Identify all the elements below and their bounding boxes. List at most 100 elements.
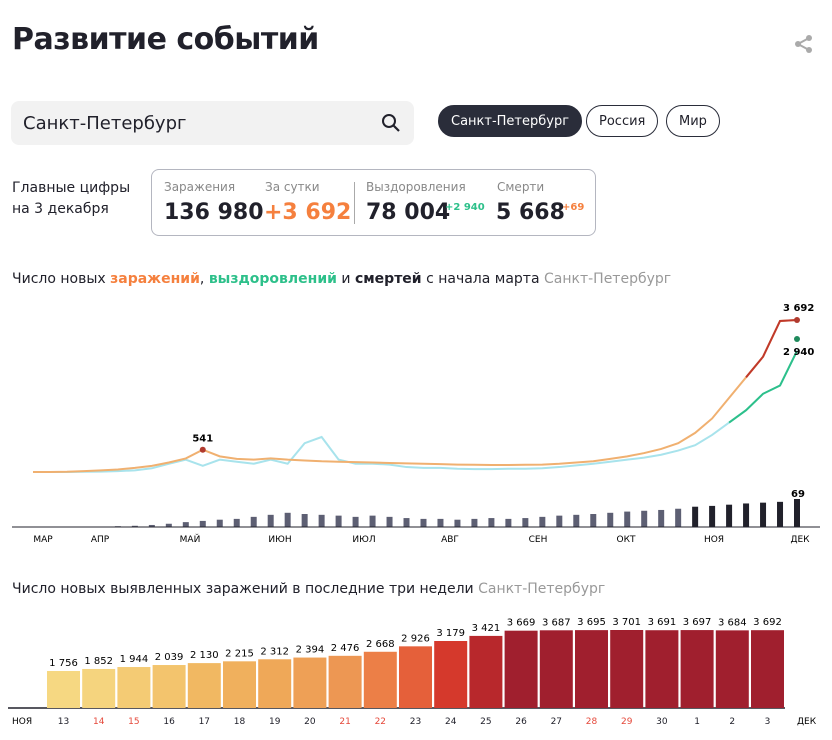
t6: с начала марта xyxy=(421,271,540,287)
bar-value-label: 2 130 xyxy=(190,650,219,661)
region-pill-world[interactable]: Мир xyxy=(666,105,720,137)
x-tick: МАЙ xyxy=(180,533,201,545)
death-bar xyxy=(199,520,206,527)
x-tick: 28 xyxy=(586,717,598,727)
bar xyxy=(328,655,362,708)
x-tick: 24 xyxy=(445,717,457,727)
stats-card: Заражения 136 980 За сутки +3 692 Выздор… xyxy=(151,169,596,236)
death-bar xyxy=(607,512,614,527)
bar xyxy=(610,630,644,708)
search-icon[interactable] xyxy=(381,113,401,133)
deaths-end-label: 69 xyxy=(791,489,805,500)
death-bar xyxy=(522,518,529,527)
label-line2: на 3 декабря xyxy=(12,201,109,217)
death-bar xyxy=(284,512,291,527)
death-bar xyxy=(131,525,138,527)
death-bar xyxy=(539,516,546,527)
x-tick: ИЮЛ xyxy=(352,535,375,545)
deaths-delta: +69 xyxy=(562,202,585,213)
death-bar xyxy=(182,522,189,527)
start-month-label: НОЯ xyxy=(12,717,32,727)
bar xyxy=(575,630,608,708)
death-bar xyxy=(658,509,665,527)
x-tick: 23 xyxy=(410,717,421,727)
bar-value-label: 3 669 xyxy=(507,618,536,629)
recoveries-recent-line xyxy=(728,350,798,424)
death-bar xyxy=(420,518,427,527)
bar-value-label: 3 697 xyxy=(683,617,712,628)
t0: Число новых xyxy=(12,271,111,287)
recoveries-label: Выздоровления xyxy=(366,180,466,194)
death-bar xyxy=(352,516,359,527)
death-bar xyxy=(726,504,733,527)
x-tick: 26 xyxy=(515,717,527,727)
bar xyxy=(223,661,256,708)
death-bar xyxy=(641,510,648,527)
bar-value-label: 3 684 xyxy=(718,617,747,628)
infections-value: 136 980 xyxy=(164,200,264,225)
recoveries-end-marker xyxy=(794,335,800,342)
search-input[interactable]: Санкт-Петербург xyxy=(11,101,414,145)
infections-recent-line xyxy=(745,319,798,378)
death-bar xyxy=(573,514,580,527)
death-bar xyxy=(505,518,512,527)
x-tick: 18 xyxy=(234,717,246,727)
death-bar xyxy=(590,514,597,527)
x-tick: 15 xyxy=(128,717,139,727)
death-bar xyxy=(743,503,750,527)
bar xyxy=(504,630,538,708)
recoveries-line xyxy=(33,350,798,473)
death-bar xyxy=(301,514,308,527)
x-tick: ОКТ xyxy=(617,535,636,545)
line-chart-title: Число новых заражений, выздоровлений и с… xyxy=(12,271,671,287)
bar xyxy=(117,667,151,708)
bar xyxy=(82,668,116,708)
x-tick: 2 xyxy=(729,717,735,727)
x-tick: 20 xyxy=(304,717,316,727)
death-bar xyxy=(369,515,376,527)
death-bar xyxy=(335,515,342,527)
death-bar xyxy=(760,502,767,527)
label-line1: Главные цифры xyxy=(12,180,131,196)
peak-marker xyxy=(199,446,206,453)
main-figures-label: Главные цифры на 3 декабря xyxy=(12,178,142,220)
bar xyxy=(469,635,503,708)
x-tick: 30 xyxy=(656,717,668,727)
bar xyxy=(293,657,327,708)
bar-value-label: 1 944 xyxy=(120,654,149,665)
bar-title-text: Число новых выявленных заражений в после… xyxy=(12,581,474,597)
bar-value-label: 2 394 xyxy=(296,645,325,656)
x-tick: СЕН xyxy=(529,535,548,545)
x-tick: 21 xyxy=(339,717,350,727)
divider xyxy=(354,182,355,224)
region-pill-russia[interactable]: Россия xyxy=(586,105,659,137)
death-bar xyxy=(165,523,172,527)
death-bar xyxy=(471,518,478,527)
bar xyxy=(399,646,432,708)
t-deaths: смертей xyxy=(354,271,422,287)
death-bar xyxy=(267,514,274,527)
bar-value-label: 3 421 xyxy=(472,623,501,634)
region-pill-spb[interactable]: Санкт-Петербург xyxy=(438,105,583,137)
bar-value-label: 2 312 xyxy=(260,646,289,657)
infections-end-marker xyxy=(794,317,800,323)
x-tick: 19 xyxy=(269,717,281,727)
x-tick: АПР xyxy=(91,535,110,545)
bar xyxy=(152,665,186,708)
x-tick: 29 xyxy=(621,717,633,727)
bar-value-label: 2 215 xyxy=(225,648,254,659)
t2: , xyxy=(199,271,209,287)
x-tick: 3 xyxy=(765,717,771,727)
bar-chart-title: Число новых выявленных заражений в после… xyxy=(12,581,605,597)
x-tick: ИЮН xyxy=(268,535,291,545)
share-icon[interactable] xyxy=(794,34,814,54)
bar-value-label: 1 852 xyxy=(84,656,113,667)
bar-value-label: 1 756 xyxy=(49,658,78,669)
t-recoveries: выздоровлений xyxy=(208,271,337,287)
x-tick: 13 xyxy=(58,717,69,727)
bar xyxy=(187,663,221,708)
x-tick: 14 xyxy=(93,717,105,727)
page-title: Развитие событий xyxy=(12,22,319,57)
death-bar xyxy=(216,519,223,527)
